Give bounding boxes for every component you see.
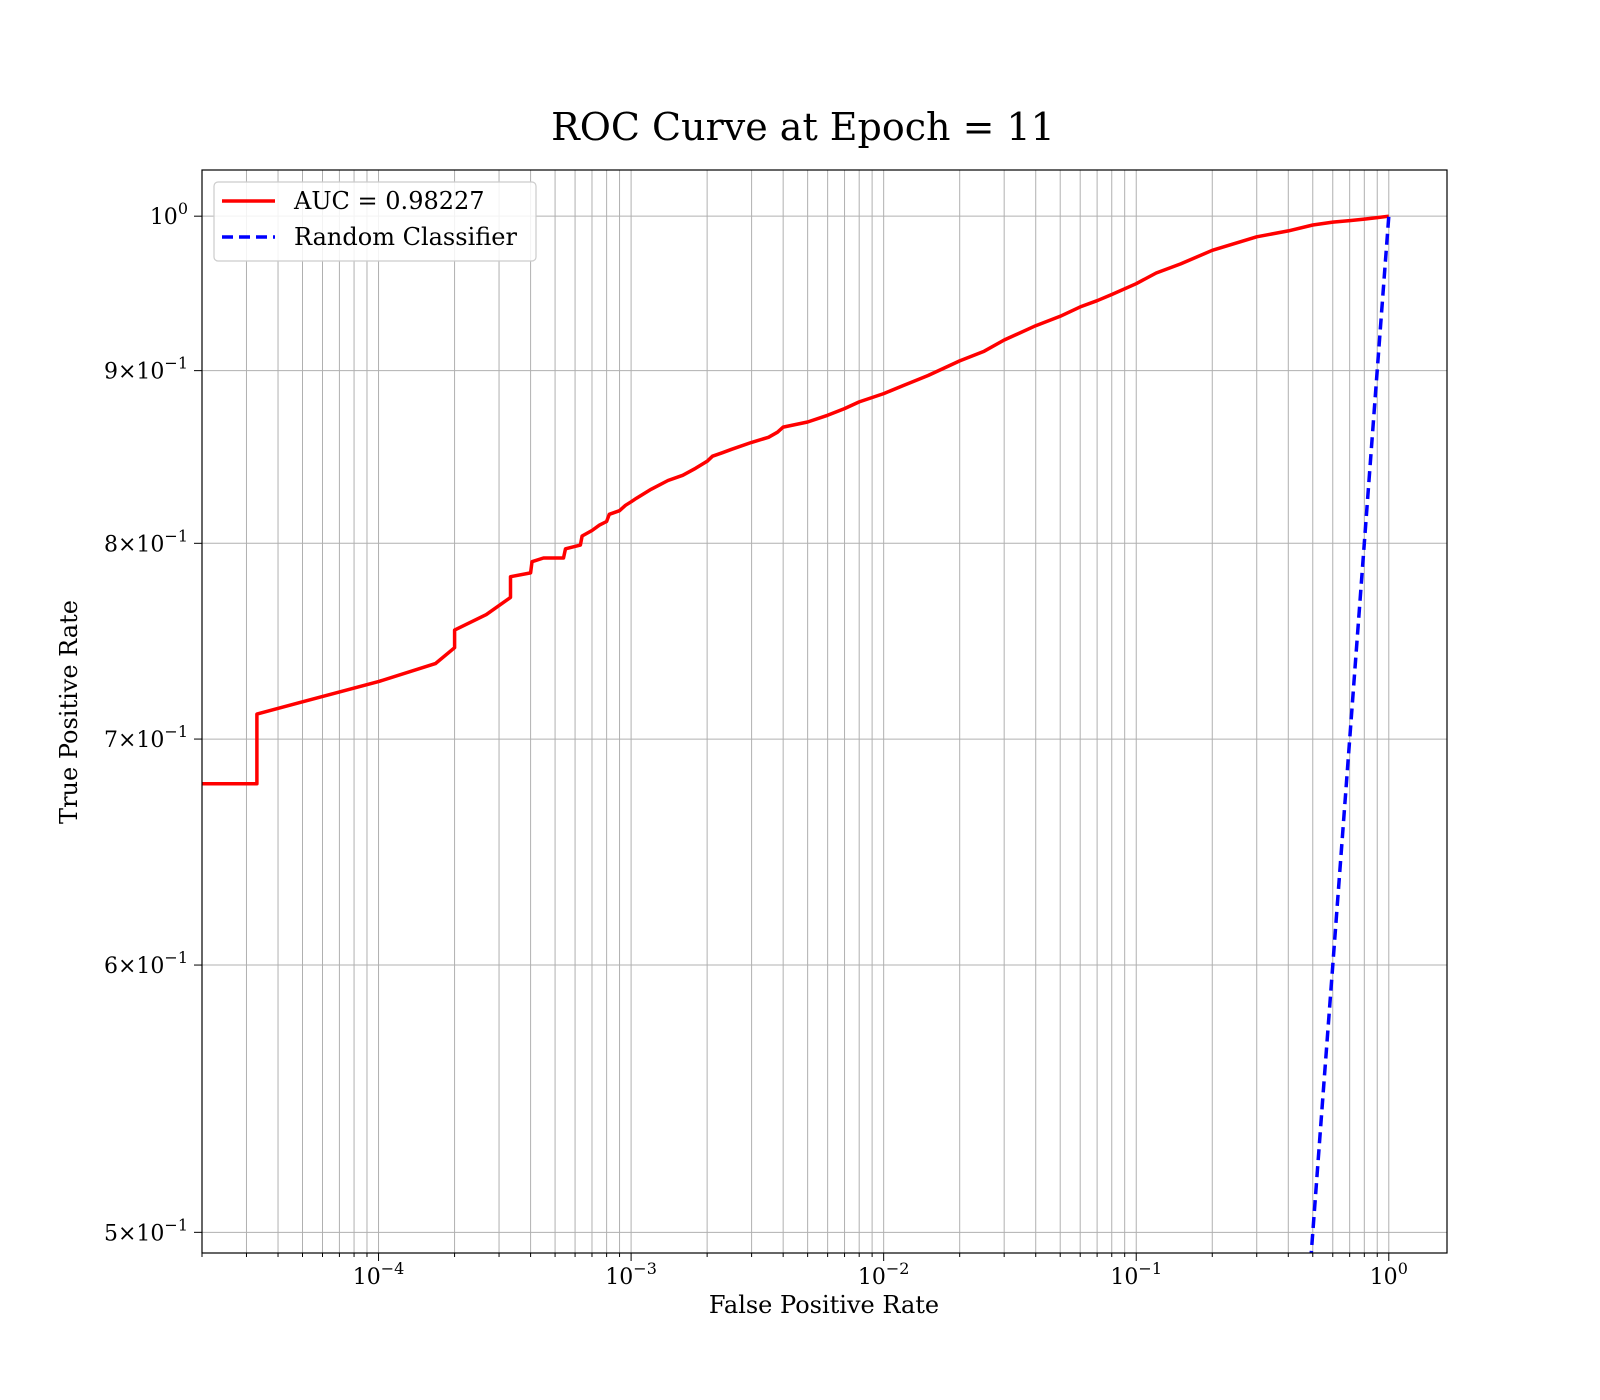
y-tick-label: 6×10−1 [104,948,188,979]
x-axis-label: False Positive Rate [709,1291,939,1319]
y-tick-label: 100 [150,199,188,230]
legend-label-auc: AUC = 0.98227 [293,187,485,215]
x-tick-label: 10−3 [605,1259,657,1290]
grid-lines [201,170,1447,1253]
chart-title: ROC Curve at Epoch = 11 [551,105,1055,149]
axis-ticks [194,215,1390,1261]
roc-curve-line [202,214,1390,786]
legend-box [213,181,537,262]
x-tick-label: 10−2 [858,1259,910,1290]
y-tick-label: 9×10−1 [104,354,188,385]
y-axis-label: True Positive Rate [55,600,83,824]
tick-labels: 10−4 10−3 10−2 10−1 100 5×10−1 6×10−1 7×10−1 8×1… [104,199,1408,1290]
y-tick-label: 5×10−1 [104,1215,188,1246]
legend-label-random: Random Classifier [294,223,517,251]
x-tick-label: 10−1 [1110,1259,1162,1290]
x-tick-label: 10−4 [353,1259,405,1290]
x-tick-label: 100 [1370,1259,1408,1290]
legend: AUC = 0.98227 Random Classifier [213,181,537,262]
random-classifier-line [1309,216,1391,1253]
y-tick-label: 8×10−1 [104,526,188,557]
y-tick-label: 7×10−1 [104,722,188,753]
plot-frame [201,169,1448,1254]
series-lines [202,214,1391,1253]
